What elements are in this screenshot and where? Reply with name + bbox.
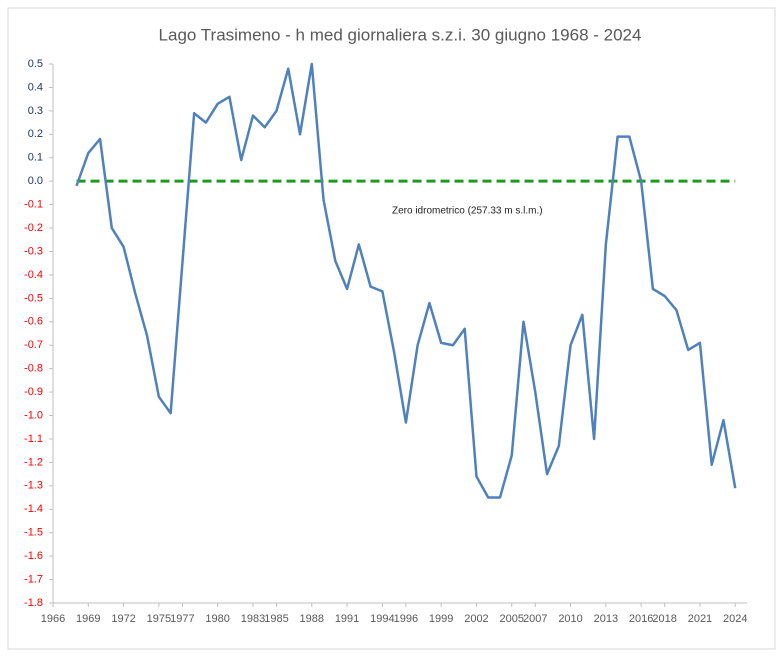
x-tick-label: 1969 — [76, 613, 100, 625]
chart-title: Lago Trasimeno - h med giornaliera s.z.i… — [159, 25, 642, 44]
y-tick-label: -0.6 — [24, 316, 43, 328]
x-tick-label: 1972 — [111, 613, 135, 625]
chart-frame — [7, 7, 776, 650]
y-tick-label: -0.2 — [24, 222, 43, 234]
x-tick-label: 2024 — [723, 613, 747, 625]
y-tick-label: 0.2 — [28, 128, 43, 140]
x-tick-label: 2007 — [523, 613, 547, 625]
y-tick-label: -1.8 — [24, 597, 43, 609]
x-tick-label: 2002 — [464, 613, 488, 625]
y-tick-label: -1.1 — [24, 433, 43, 445]
x-tick-label: 2018 — [652, 613, 676, 625]
y-tick-label: -1.2 — [24, 456, 43, 468]
x-tick-label: 1988 — [300, 613, 324, 625]
x-tick-label: 1985 — [264, 613, 288, 625]
y-tick-label: -1.4 — [24, 503, 43, 515]
data-line — [75, 62, 737, 499]
y-tick-label: -0.1 — [24, 199, 43, 211]
x-tick-label: 1999 — [429, 613, 453, 625]
x-tick-label: 1977 — [170, 613, 194, 625]
y-tick-label: 0.0 — [28, 175, 43, 187]
x-tick-label: 1996 — [394, 613, 418, 625]
y-tick-label: -0.9 — [24, 386, 43, 398]
x-tick-label: 1983 — [241, 613, 265, 625]
y-tick-label: -1.6 — [24, 550, 43, 562]
y-tick-label: -1.3 — [24, 480, 43, 492]
y-tick-label: 0.5 — [28, 58, 43, 70]
annotation: Zero idrometrico (257.33 m s.l.m.) — [392, 206, 543, 217]
y-tick-label: 0.4 — [28, 81, 43, 93]
y-tick-label: -0.7 — [24, 339, 43, 351]
y-tick-label: -0.4 — [24, 269, 43, 281]
y-tick-label: -1.5 — [24, 527, 43, 539]
y-tick-label: -0.8 — [24, 363, 43, 375]
x-tick-label: 2016 — [629, 613, 653, 625]
y-tick-label: 0.3 — [28, 105, 43, 117]
x-tick-label: 1994 — [370, 613, 394, 625]
x-tick-label: 1991 — [335, 613, 359, 625]
y-tick-label: -1.7 — [24, 573, 43, 585]
x-tick-label: 1980 — [205, 613, 229, 625]
y-tick-label: -1.0 — [24, 409, 43, 421]
y-tick-label: -0.5 — [24, 292, 43, 304]
y-tick-label: 0.1 — [28, 152, 43, 164]
x-tick-label: 2021 — [688, 613, 712, 625]
x-tick-label: 2010 — [558, 613, 582, 625]
x-tick-label: 1966 — [41, 613, 65, 625]
x-tick-label: 2005 — [500, 613, 524, 625]
y-tick-label: -0.3 — [24, 245, 43, 257]
x-tick-label: 1975 — [147, 613, 171, 625]
x-tick-label: 2013 — [594, 613, 618, 625]
